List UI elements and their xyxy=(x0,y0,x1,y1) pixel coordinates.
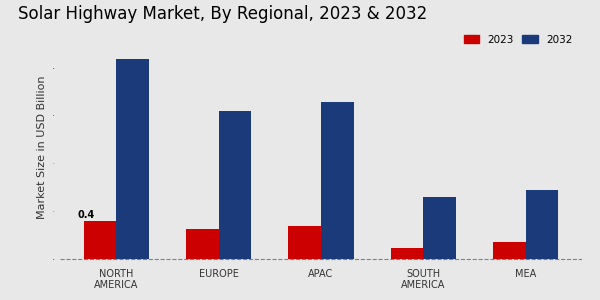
Bar xyxy=(321,102,354,259)
Bar xyxy=(391,248,424,259)
Bar xyxy=(288,226,321,259)
Bar xyxy=(493,242,526,259)
Text: Solar Highway Market, By Regional, 2023 & 2032: Solar Highway Market, By Regional, 2023 … xyxy=(18,5,427,23)
Bar xyxy=(186,229,218,259)
Bar xyxy=(218,111,251,259)
Legend: 2023, 2032: 2023, 2032 xyxy=(460,31,577,49)
Bar xyxy=(116,59,149,259)
Y-axis label: Market Size in USD Billion: Market Size in USD Billion xyxy=(37,75,47,219)
Bar xyxy=(424,197,456,259)
Text: 0.4: 0.4 xyxy=(77,210,95,220)
Bar xyxy=(526,190,559,259)
Bar xyxy=(83,221,116,259)
